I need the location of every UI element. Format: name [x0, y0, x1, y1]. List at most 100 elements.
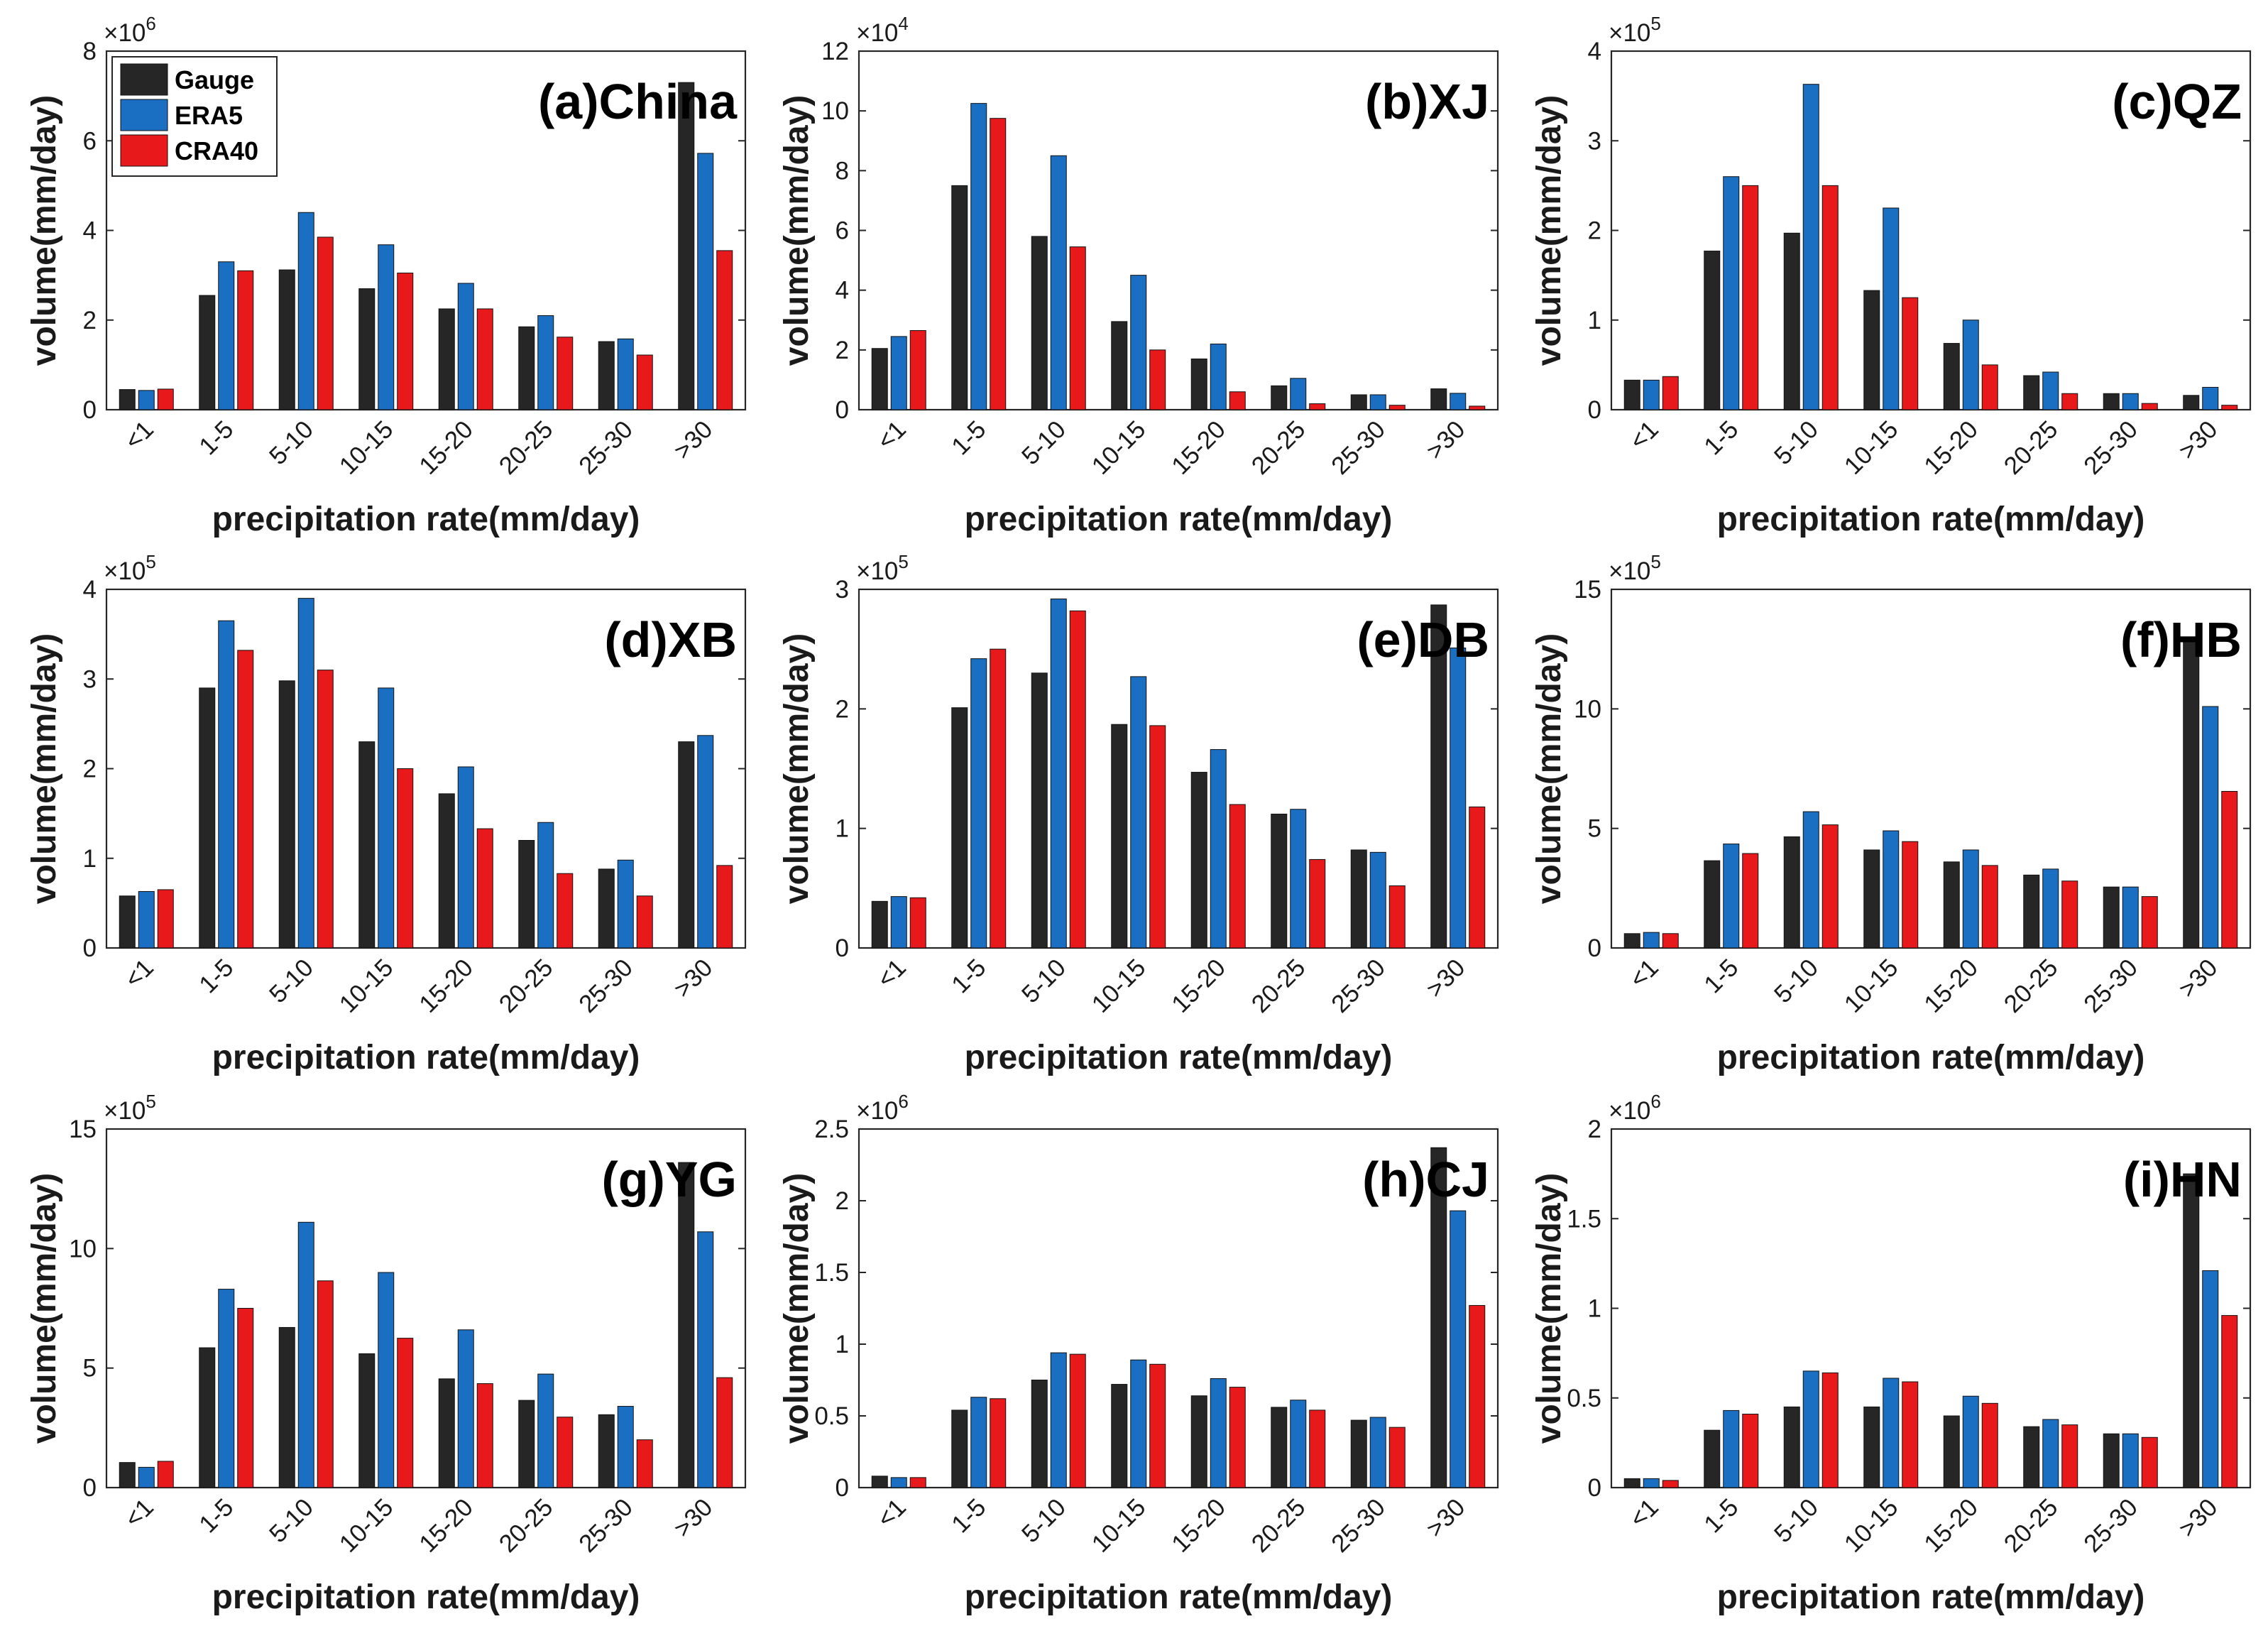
bar-gauge-25-30	[2103, 1433, 2120, 1488]
bar-cra40-25-30	[1388, 885, 1406, 949]
bar-gauge-1-5	[1704, 1429, 1721, 1488]
exponent-power: 5	[146, 1091, 155, 1112]
x-tick-label: 25-30	[2078, 954, 2143, 1018]
bar-era5-5-10	[1050, 1352, 1067, 1488]
bar-cra40-20-25	[2061, 393, 2078, 410]
bar-cra40-1-5	[237, 270, 254, 410]
bar-cra40-10-15	[397, 272, 414, 410]
x-tick-label: 1-5	[1699, 415, 1743, 460]
y-tick-label: 2	[836, 1187, 849, 1215]
bar-era5-25-30	[617, 1406, 634, 1488]
x-tick-label: 1-5	[946, 954, 991, 998]
exponent-power: 6	[898, 1091, 908, 1112]
x-tick-label: >30	[2174, 1493, 2223, 1543]
bar-era5-gt30	[697, 153, 714, 410]
bar-gauge-25-30	[598, 341, 615, 410]
panel-title: (c)QZ	[2112, 74, 2242, 129]
y-tick-label: 2	[1588, 1116, 1601, 1143]
x-tick-label: 10-15	[1087, 415, 1151, 480]
bar-era5-lt1	[890, 896, 907, 949]
bar-cra40-5-10	[317, 670, 334, 949]
bar-gauge-15-20	[438, 308, 455, 410]
bar-era5-5-10	[1050, 155, 1067, 410]
panel-h-cj: 0 0.5 1 1.5 2 2.5 ×106 <1 1-5 5-10 10-15 15-20 20-25…	[778, 1091, 1499, 1616]
bar-cra40-25-30	[636, 1439, 653, 1488]
y-axis-label: volume(mm/day)	[778, 1173, 816, 1444]
legend-label-era5: ERA5	[175, 101, 243, 130]
x-tick-label: 15-20	[1919, 415, 1983, 480]
x-axis-label: precipitation rate(mm/day)	[965, 1578, 1393, 1616]
bar-gauge-lt1	[871, 348, 888, 410]
x-tick-label: >30	[669, 1493, 718, 1543]
bar-cra40-20-25	[2061, 880, 2078, 949]
y-axis-label: volume(mm/day)	[26, 1173, 63, 1444]
bar-cra40-lt1	[157, 1461, 174, 1488]
x-tick-label: 10-15	[1087, 1493, 1151, 1558]
y-tick-label: 1	[1588, 1295, 1601, 1323]
y-tick-label: 3	[836, 576, 849, 604]
exponent-base: ×10	[104, 19, 146, 47]
x-tick-label: <1	[1624, 954, 1664, 993]
bar-cra40-lt1	[1662, 1480, 1679, 1488]
y-axis-label: volume(mm/day)	[778, 95, 816, 366]
bar-cra40-5-10	[317, 236, 334, 410]
bar-gauge-25-30	[2103, 886, 2120, 949]
bar-cra40-20-25	[557, 873, 574, 949]
x-tick-label: 25-30	[1326, 415, 1391, 480]
bar-era5-10-15	[1883, 207, 1900, 410]
y-tick-label: 4	[83, 217, 97, 245]
exponent-power: 4	[898, 13, 908, 34]
bar-cra40-20-25	[557, 337, 574, 410]
x-tick-label: 15-20	[1166, 954, 1231, 1018]
bar-cra40-lt1	[909, 1477, 926, 1488]
bar-era5-10-15	[378, 1272, 395, 1488]
bar-cra40-1-5	[990, 648, 1007, 949]
x-tick-label: 10-15	[334, 1493, 399, 1558]
bar-era5-5-10	[1802, 811, 1819, 949]
bar-gauge-lt1	[871, 1476, 888, 1488]
bar-era5-15-20	[1962, 849, 1979, 949]
x-axis-label: precipitation rate(mm/day)	[965, 501, 1393, 538]
bar-cra40-15-20	[1229, 1387, 1246, 1488]
bar-cra40-25-30	[636, 895, 653, 949]
bar-gauge-lt1	[1623, 379, 1640, 410]
bar-cra40-15-20	[476, 308, 493, 410]
legend-swatch-gauge	[120, 63, 168, 96]
exponent-base: ×10	[1609, 19, 1650, 47]
bar-gauge-20-25	[518, 840, 535, 949]
bar-era5-lt1	[1643, 932, 1660, 949]
bar-gauge-10-15	[1863, 1406, 1880, 1488]
x-tick-label: 1-5	[194, 1493, 239, 1538]
x-tick-label: 25-30	[574, 415, 638, 480]
bar-era5-25-30	[617, 859, 634, 949]
x-tick-label: >30	[1421, 1493, 1471, 1543]
exponent-power: 6	[146, 13, 155, 34]
y-exponent-label: ×105	[1609, 13, 1661, 47]
x-tick-label: <1	[119, 954, 159, 993]
y-tick-label: 8	[83, 38, 97, 65]
panel-c-qz: 0 1 2 3 4 ×105 <1 1-5 5-10 10-15 15-20 20-25 25-30 >3…	[1530, 13, 2252, 538]
bar-era5-1-5	[218, 1289, 235, 1488]
bar-era5-1-5	[1723, 1409, 1740, 1488]
y-axis-label: volume(mm/day)	[26, 95, 63, 366]
bar-gauge-10-15	[1863, 849, 1880, 949]
x-tick-label: 15-20	[414, 1493, 478, 1558]
bar-gauge-25-30	[1350, 1419, 1367, 1488]
bar-cra40-5-10	[317, 1280, 334, 1488]
bar-gauge-10-15	[1111, 321, 1128, 410]
x-tick-label: 25-30	[2078, 1493, 2143, 1558]
bar-era5-10-15	[378, 687, 395, 949]
bar-cra40-gt30	[716, 1377, 733, 1488]
bar-era5-lt1	[890, 1477, 907, 1488]
bar-cra40-20-25	[557, 1417, 574, 1488]
y-tick-label: 10	[1574, 695, 1601, 723]
bar-era5-10-15	[1883, 830, 1900, 949]
bar-era5-1-5	[970, 1397, 987, 1488]
bar-cra40-25-30	[636, 354, 653, 410]
bar-cra40-gt30	[1469, 806, 1486, 949]
bar-gauge-10-15	[358, 741, 376, 949]
x-tick-label: 10-15	[334, 954, 399, 1018]
bar-cra40-gt30	[2221, 405, 2238, 410]
bar-gauge-gt30	[2183, 395, 2200, 410]
